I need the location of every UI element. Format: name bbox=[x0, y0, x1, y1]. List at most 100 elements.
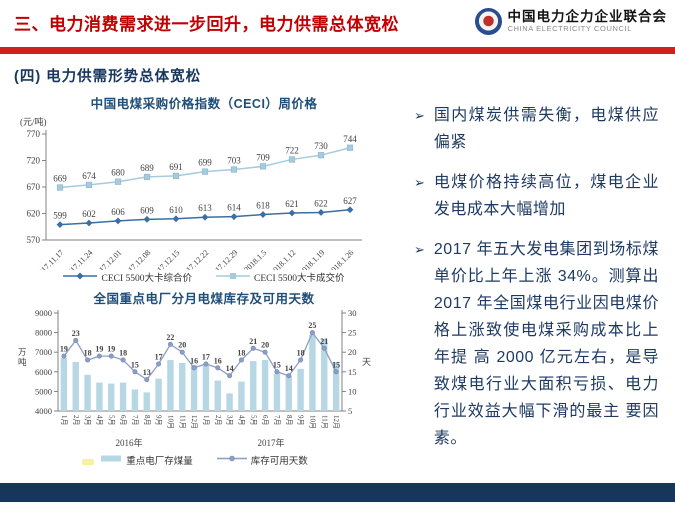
org-name-cn: 中国电力企力企业联合会 bbox=[507, 9, 667, 25]
svg-text:18: 18 bbox=[119, 349, 127, 358]
svg-text:680: 680 bbox=[111, 168, 125, 178]
cec-logo: 中国电力企力企业联合会 CHINA ELECTRICITY COUNCIL bbox=[474, 8, 668, 35]
ceci-price-chart: (元/吨) 770 720 670 620 570 2017.11.172017.11.24… bbox=[20, 116, 362, 270]
bullet-item: ➢ 2017 年五大发电集团到场标煤单价比上年上涨 34%。测算出2017 年全… bbox=[414, 236, 659, 452]
svg-text:21: 21 bbox=[249, 337, 257, 346]
available-days-swatch-icon bbox=[216, 454, 247, 466]
svg-text:6月: 6月 bbox=[261, 415, 269, 426]
svg-text:18: 18 bbox=[237, 349, 245, 358]
svg-text:2018.1.5: 2018.1.5 bbox=[242, 248, 268, 270]
svg-text:602: 602 bbox=[82, 209, 96, 219]
svg-text:18: 18 bbox=[84, 349, 92, 358]
svg-text:1月: 1月 bbox=[60, 415, 68, 426]
svg-text:12月: 12月 bbox=[190, 415, 198, 429]
inventory-chart-legend: 重点电厂存煤量 库存可用天数 bbox=[10, 453, 398, 467]
coal-stock-swatch-icon bbox=[100, 454, 122, 466]
svg-text:7月: 7月 bbox=[273, 415, 281, 426]
svg-text:15: 15 bbox=[131, 360, 139, 369]
bullet-text: 国内煤炭供需失衡，电煤供应偏紧 bbox=[433, 107, 659, 151]
bullet-text: 电煤价格持续高位，煤电企业发电成本大幅增加 bbox=[433, 174, 659, 218]
svg-text:21: 21 bbox=[320, 337, 328, 346]
svg-text:2月: 2月 bbox=[214, 415, 222, 426]
svg-text:9月: 9月 bbox=[297, 415, 305, 426]
svg-text:2017年: 2017年 bbox=[257, 437, 284, 448]
svg-text:2016年: 2016年 bbox=[115, 437, 142, 448]
svg-text:4月: 4月 bbox=[95, 415, 103, 426]
bullet-item: ➢ 国内煤炭供需失衡，电煤供应偏紧 bbox=[414, 102, 659, 156]
svg-text:606: 606 bbox=[111, 207, 125, 217]
slide-content: 中国电煤采购价格指数（CECI）周价格 (元/吨) 770 720 670 620 570… bbox=[0, 86, 675, 467]
transaction-price-swatch-icon bbox=[216, 271, 250, 284]
svg-text:7月: 7月 bbox=[131, 415, 139, 426]
svg-text:19: 19 bbox=[95, 345, 103, 354]
ceci-chart-legend: CECI 5500大卡综合价 CECI 5500大卡成交价 bbox=[10, 270, 398, 284]
charts-column: 中国电煤采购价格指数（CECI）周价格 (元/吨) 770 720 670 620 570… bbox=[10, 86, 398, 467]
cec-emblem-icon bbox=[474, 8, 502, 35]
svg-text:2017.12.15: 2017.12.15 bbox=[150, 248, 182, 270]
svg-text:14: 14 bbox=[285, 364, 293, 373]
section-heading: (四) 电力供需形势总体宽松 bbox=[14, 69, 202, 85]
svg-text:6000: 6000 bbox=[35, 367, 52, 377]
arrow-bullet-icon: ➢ bbox=[414, 108, 425, 123]
highlight-mark bbox=[82, 459, 94, 465]
svg-text:25: 25 bbox=[348, 328, 357, 338]
svg-text:30: 30 bbox=[348, 308, 357, 318]
svg-text:25: 25 bbox=[308, 321, 316, 330]
svg-text:10月: 10月 bbox=[308, 415, 316, 429]
legend-item-composite-price: CECI 5500大卡综合价 bbox=[63, 270, 192, 284]
svg-text:17: 17 bbox=[155, 352, 163, 361]
svg-text:4月: 4月 bbox=[237, 415, 245, 426]
svg-text:17: 17 bbox=[202, 352, 210, 361]
svg-text:670: 670 bbox=[27, 182, 41, 192]
svg-text:730: 730 bbox=[314, 141, 328, 151]
svg-text:621: 621 bbox=[285, 199, 299, 209]
svg-text:599: 599 bbox=[53, 211, 67, 221]
svg-text:720: 720 bbox=[27, 156, 41, 166]
svg-text:610: 610 bbox=[169, 205, 183, 215]
svg-text:609: 609 bbox=[140, 205, 154, 215]
svg-text:13: 13 bbox=[143, 368, 151, 377]
svg-text:15: 15 bbox=[332, 360, 340, 369]
svg-text:2018.1.26: 2018.1.26 bbox=[326, 248, 355, 270]
svg-text:5月: 5月 bbox=[249, 415, 257, 426]
svg-text:2017.12.29: 2017.12.29 bbox=[208, 248, 240, 270]
svg-text:10月: 10月 bbox=[166, 415, 174, 429]
svg-text:19: 19 bbox=[107, 345, 115, 354]
svg-text:2018.1.19: 2018.1.19 bbox=[297, 248, 326, 270]
svg-text:18: 18 bbox=[297, 349, 305, 358]
svg-text:20: 20 bbox=[348, 347, 357, 357]
svg-text:744: 744 bbox=[343, 134, 357, 144]
svg-text:8000: 8000 bbox=[35, 328, 52, 338]
svg-text:674: 674 bbox=[82, 171, 96, 181]
svg-text:689: 689 bbox=[140, 163, 154, 173]
svg-text:天: 天 bbox=[362, 357, 371, 367]
svg-text:9000: 9000 bbox=[35, 308, 52, 318]
legend-item-transaction-price: CECI 5500大卡成交价 bbox=[216, 270, 345, 284]
svg-text:3月: 3月 bbox=[226, 415, 234, 426]
bullet-text: 2017 年五大发电集团到场标煤单价比上年上涨 34%。测算出2017 年全国煤… bbox=[433, 241, 659, 447]
composite-price-swatch-icon bbox=[63, 271, 98, 284]
svg-text:2月: 2月 bbox=[72, 415, 80, 426]
svg-text:(元/吨): (元/吨) bbox=[20, 116, 47, 127]
svg-text:669: 669 bbox=[53, 174, 67, 184]
svg-text:22: 22 bbox=[166, 333, 174, 342]
svg-text:20: 20 bbox=[261, 341, 269, 350]
svg-text:622: 622 bbox=[314, 198, 328, 208]
svg-text:23: 23 bbox=[72, 329, 80, 338]
svg-text:15: 15 bbox=[273, 360, 281, 369]
svg-text:2017.12.22: 2017.12.22 bbox=[179, 248, 211, 270]
svg-text:570: 570 bbox=[27, 235, 41, 245]
arrow-bullet-icon: ➢ bbox=[414, 242, 425, 257]
svg-text:11月: 11月 bbox=[178, 415, 186, 429]
svg-text:627: 627 bbox=[343, 196, 357, 206]
inventory-chart-title: 全国重点电厂分月电煤库存及可用天数 bbox=[93, 292, 315, 306]
svg-text:722: 722 bbox=[285, 145, 299, 155]
svg-text:703: 703 bbox=[227, 156, 241, 166]
svg-text:699: 699 bbox=[198, 158, 212, 168]
svg-text:691: 691 bbox=[169, 162, 183, 172]
svg-text:620: 620 bbox=[27, 209, 41, 219]
svg-text:5月: 5月 bbox=[107, 415, 115, 426]
legend-item-coal-stock: 重点电厂存煤量 bbox=[100, 453, 193, 467]
bullet-item: ➢ 电煤价格持续高位，煤电企业发电成本大幅增加 bbox=[414, 169, 659, 223]
